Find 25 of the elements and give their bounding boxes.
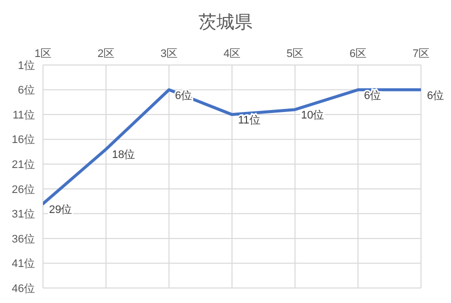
- x-tick-label: 5区: [286, 48, 304, 60]
- data-label: 10位: [301, 110, 324, 122]
- data-label: 29位: [49, 204, 72, 216]
- y-tick-label: 16位: [12, 134, 35, 146]
- data-label: 6位: [364, 90, 382, 102]
- data-label: 18位: [112, 149, 136, 162]
- y-tick-label: 21位: [12, 159, 35, 172]
- x-tick-label: 2区: [97, 48, 115, 60]
- y-tick-label: 6位: [18, 84, 35, 97]
- y-tick-label: 11位: [12, 109, 35, 122]
- x-tick-label: 6区: [349, 48, 367, 60]
- y-tick-label: 1位: [18, 60, 35, 72]
- data-label: 6位: [427, 90, 444, 102]
- x-tick-label: 4区: [223, 48, 241, 60]
- y-tick-label: 36位: [12, 233, 35, 246]
- y-tick-label: 26位: [12, 184, 35, 196]
- y-tick-label: 46位: [12, 282, 35, 295]
- line-series: [43, 88, 421, 206]
- x-tick-label: 7区: [412, 48, 430, 60]
- data-label: 11位: [238, 114, 260, 127]
- chart-title: 茨城県: [198, 11, 254, 34]
- x-tick-label: 1区: [34, 48, 52, 60]
- y-tick-label: 41位: [12, 258, 35, 270]
- y-tick-label: 31位: [12, 208, 35, 221]
- x-tick-label: 3区: [160, 48, 178, 60]
